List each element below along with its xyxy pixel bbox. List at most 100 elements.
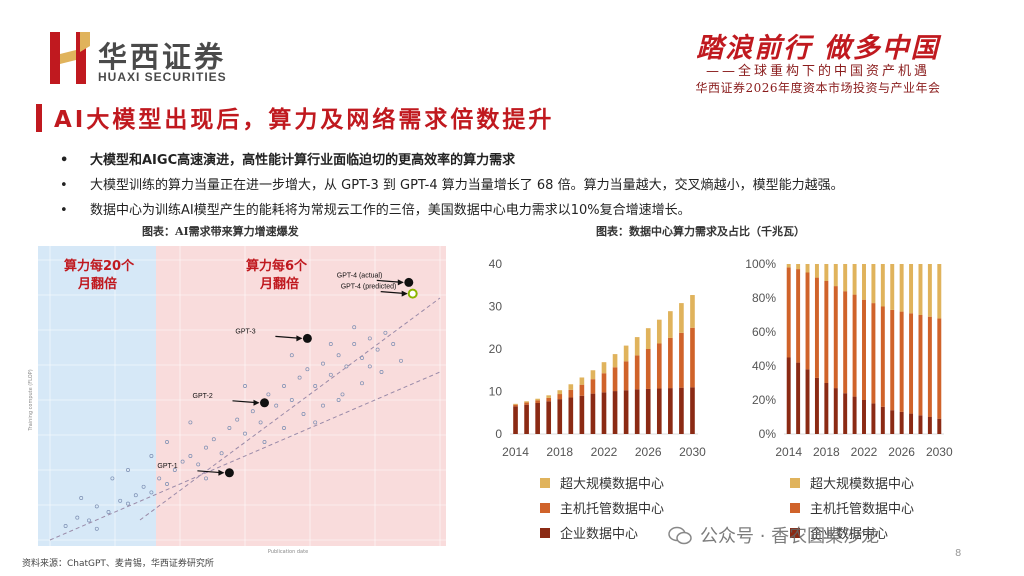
legend-swatch: [790, 502, 800, 513]
conference-sub-slogan: ——全球重构下的中国资产机遇: [705, 64, 930, 79]
bar-segment: [668, 337, 673, 389]
annotation-arrowhead: [253, 399, 260, 406]
bar-segment: [871, 264, 876, 304]
bar-segment: [535, 400, 540, 403]
bar-segment: [862, 264, 866, 300]
bar-segment: [833, 286, 838, 389]
y-tick-label: 0%: [759, 427, 777, 441]
scatter-point: [75, 515, 80, 520]
bar-segment: [579, 377, 585, 385]
bar-segment: [513, 404, 518, 407]
scatter-point: [289, 398, 294, 402]
scatter-point: [379, 370, 384, 374]
bar-segment: [852, 294, 857, 397]
scatter-highlight-point: [407, 288, 418, 299]
scatter-point: [110, 476, 115, 481]
bar-segment: [568, 384, 574, 390]
scatter-point: [196, 462, 201, 467]
conference-name: 华西证券2026年度资本市场投资与产业年会: [695, 81, 941, 95]
bar-segment: [546, 395, 552, 398]
legend-swatch: [540, 477, 550, 488]
legend-label: 主机托管数据中心: [560, 502, 665, 517]
bar-segment: [645, 388, 651, 434]
scatter-grid: [38, 246, 446, 546]
scatter-annotations: GPT-1 GPT-2 GPT-3 GPT-4 (predicted) GPT-4 (a…: [157, 272, 418, 478]
y-tick-label: 40: [489, 257, 503, 271]
x-tick-label: 2026: [888, 445, 915, 459]
bar-segment: [824, 281, 829, 383]
bar-segment: [899, 311, 904, 412]
scatter-point: [149, 454, 154, 458]
scatter-point: [204, 445, 208, 450]
scatter-point: [282, 426, 286, 430]
annotation-label: GPT-4 (actual): [337, 272, 383, 279]
scatter-point: [262, 440, 267, 444]
scatter-highlight-point: [260, 398, 269, 408]
bullet-item: 数据中心为训练AI模型产生的能耗将为常规云工作的三倍，美国数据中心电力需求以10…: [60, 198, 1000, 223]
region-label-6: 算力每6个月翻倍: [246, 258, 308, 292]
bar-segment: [679, 332, 684, 388]
trend-line-early: [49, 371, 441, 541]
bar-segment: [513, 406, 518, 434]
annotation-label: GPT-2: [193, 393, 213, 400]
y-tick-label: 10: [489, 385, 503, 399]
bar-segment: [546, 397, 552, 402]
bar-segment: [890, 264, 895, 310]
scatter-point: [87, 518, 91, 523]
bar-segment: [690, 327, 695, 388]
legend-item-hyperscale: 超大规模数据中心: [790, 470, 914, 495]
scatter-point: [157, 476, 162, 481]
scatter-point: [211, 437, 216, 442]
bar-segment: [899, 411, 904, 434]
bar-segment: [909, 413, 914, 434]
y-tick-label: 100%: [745, 257, 776, 271]
scatter-point: [274, 403, 279, 408]
bar-segment: [805, 272, 810, 370]
scatter-point: [243, 431, 247, 436]
scatter-point: [63, 524, 68, 528]
y-tick-label: 20: [489, 342, 503, 356]
bar-segment: [535, 402, 540, 434]
y-tick-label: 60%: [752, 325, 776, 339]
bar-segment: [612, 367, 618, 392]
annotation-label: GPT-3: [235, 328, 255, 335]
scatter-point: [399, 358, 403, 363]
legend-label: 超大规模数据中心: [810, 477, 915, 492]
bar-segment: [786, 267, 791, 358]
bar-segment: [796, 269, 801, 363]
legend-share-chart: 超大规模数据中心 主机托管数据中心 企业数据中心: [790, 470, 914, 545]
bar-segment: [568, 397, 574, 434]
scatter-point: [383, 330, 388, 335]
scatter-point: [305, 367, 310, 372]
bar-segment: [852, 396, 857, 434]
legend-item-colocation: 主机托管数据中心: [540, 495, 664, 520]
bar-segment: [937, 318, 942, 419]
bar-segment: [880, 406, 885, 434]
scatter-point: [336, 398, 341, 402]
datacenter-demand-share-chart: 0% 20% 40% 60% 80% 100% 2014 2018 2022 2026 2030: [745, 257, 953, 459]
scatter-point: [340, 392, 345, 397]
scatter-point: [313, 420, 318, 425]
bar-segment: [601, 362, 607, 374]
bar-segment: [590, 379, 596, 394]
bar-segment: [824, 383, 829, 434]
bar-segment: [843, 264, 848, 292]
huaxi-logo-icon: [50, 32, 90, 84]
scatter-point: [367, 364, 372, 369]
scatter-point: [94, 526, 99, 531]
legend-swatch: [540, 527, 550, 538]
legend-swatch: [540, 502, 550, 513]
trend-line-modern: [139, 297, 441, 521]
scatter-highlight-point: [302, 333, 312, 343]
bar-segment: [679, 387, 684, 434]
scatter-point: [118, 498, 123, 503]
bar-segment: [843, 393, 848, 434]
x-tick-label: 2030: [926, 445, 953, 459]
scatter-point: [243, 384, 247, 388]
bar-segment: [590, 370, 596, 380]
bar-segment: [796, 264, 801, 270]
bar-segment: [568, 389, 574, 398]
scatter-point: [227, 426, 232, 430]
bar-segment: [656, 388, 662, 434]
